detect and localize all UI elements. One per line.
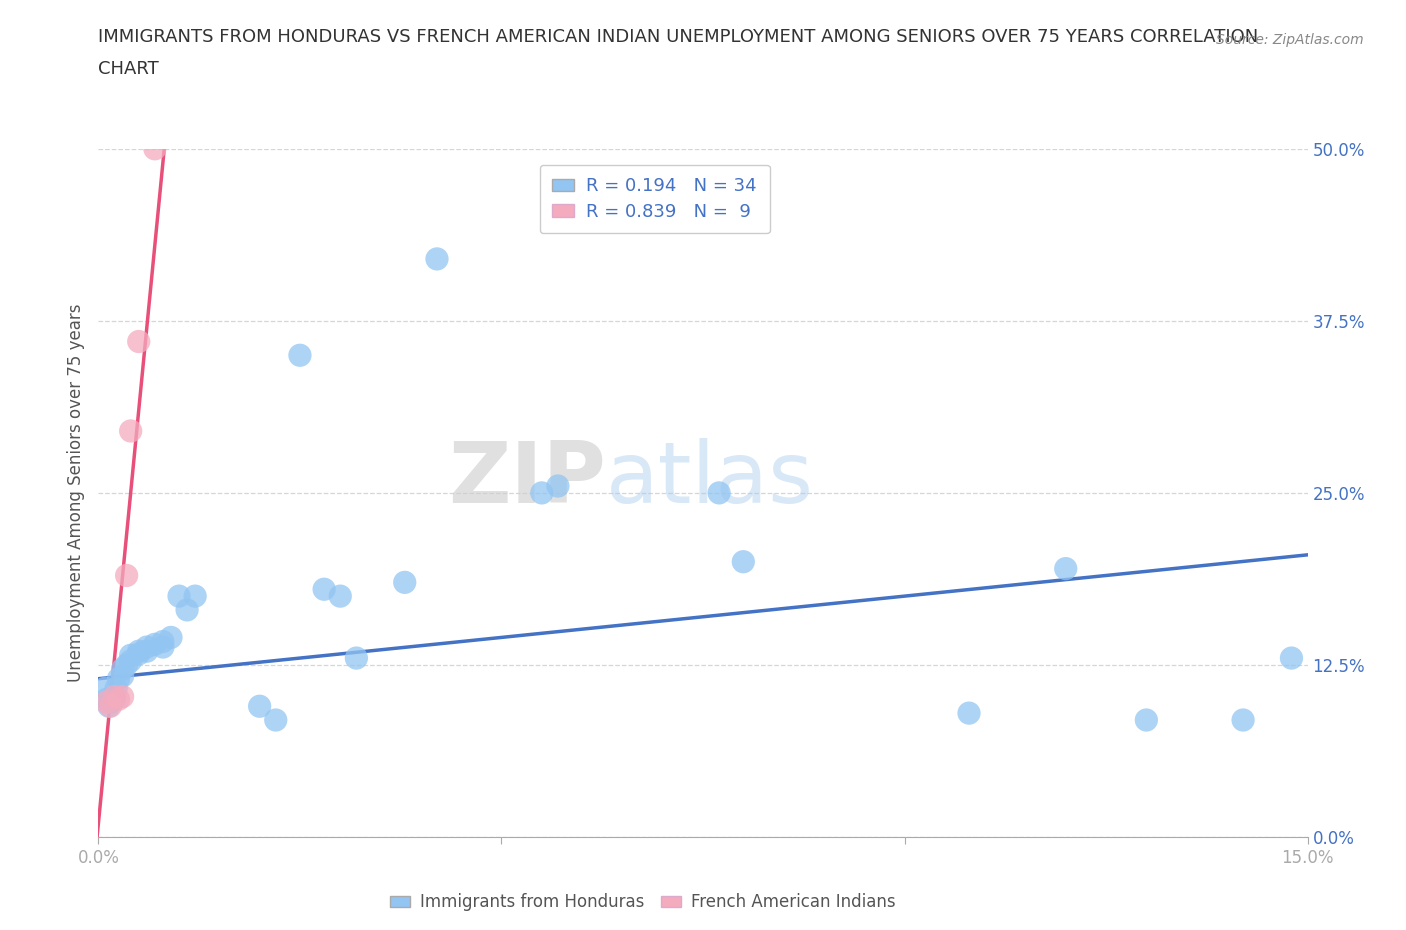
Point [94, 681, 117, 696]
Point [107, 692, 129, 707]
Point [120, 654, 142, 669]
Point [135, 644, 157, 658]
Point [111, 661, 134, 676]
Point [135, 640, 157, 655]
Point [329, 589, 352, 604]
Point [111, 689, 134, 704]
Point [314, 582, 336, 597]
Point [957, 706, 980, 721]
Point [100, 695, 122, 710]
Text: atlas: atlas [606, 438, 814, 521]
Point [1135, 712, 1157, 727]
Point [152, 634, 174, 649]
Point [128, 644, 150, 658]
Point [120, 423, 142, 438]
Point [160, 630, 183, 644]
Point [184, 589, 207, 604]
Point [176, 603, 198, 618]
Point [152, 640, 174, 655]
Point [1232, 712, 1254, 727]
Point [128, 646, 150, 661]
Point [249, 698, 271, 713]
Point [264, 712, 287, 727]
Point [143, 637, 166, 652]
Y-axis label: Unemployment Among Seniors over 75 years: Unemployment Among Seniors over 75 years [66, 304, 84, 682]
Point [707, 485, 730, 500]
Point [426, 251, 449, 266]
Text: ZIP: ZIP [449, 438, 606, 521]
Point [96, 695, 118, 710]
Point [344, 651, 367, 666]
Point [115, 658, 138, 672]
Point [96, 692, 118, 707]
Legend: Immigrants from Honduras, French American Indians: Immigrants from Honduras, French America… [382, 887, 903, 918]
Point [128, 334, 150, 349]
Point [167, 589, 190, 604]
Point [105, 681, 128, 696]
Point [547, 479, 569, 494]
Point [143, 141, 166, 156]
Text: IMMIGRANTS FROM HONDURAS VS FRENCH AMERICAN INDIAN UNEMPLOYMENT AMONG SENIORS OV: IMMIGRANTS FROM HONDURAS VS FRENCH AMERI… [98, 28, 1258, 46]
Point [733, 554, 755, 569]
Point [111, 669, 134, 684]
Point [530, 485, 553, 500]
Text: Source: ZipAtlas.com: Source: ZipAtlas.com [1216, 33, 1364, 46]
Point [394, 575, 416, 590]
Point [1054, 561, 1077, 576]
Point [103, 692, 125, 707]
Point [107, 671, 129, 686]
Point [100, 698, 122, 713]
Point [1281, 651, 1303, 666]
Point [120, 648, 142, 663]
Point [97, 698, 120, 713]
Point [288, 348, 311, 363]
Point [103, 689, 125, 704]
Point [115, 568, 138, 583]
Text: CHART: CHART [98, 60, 159, 78]
